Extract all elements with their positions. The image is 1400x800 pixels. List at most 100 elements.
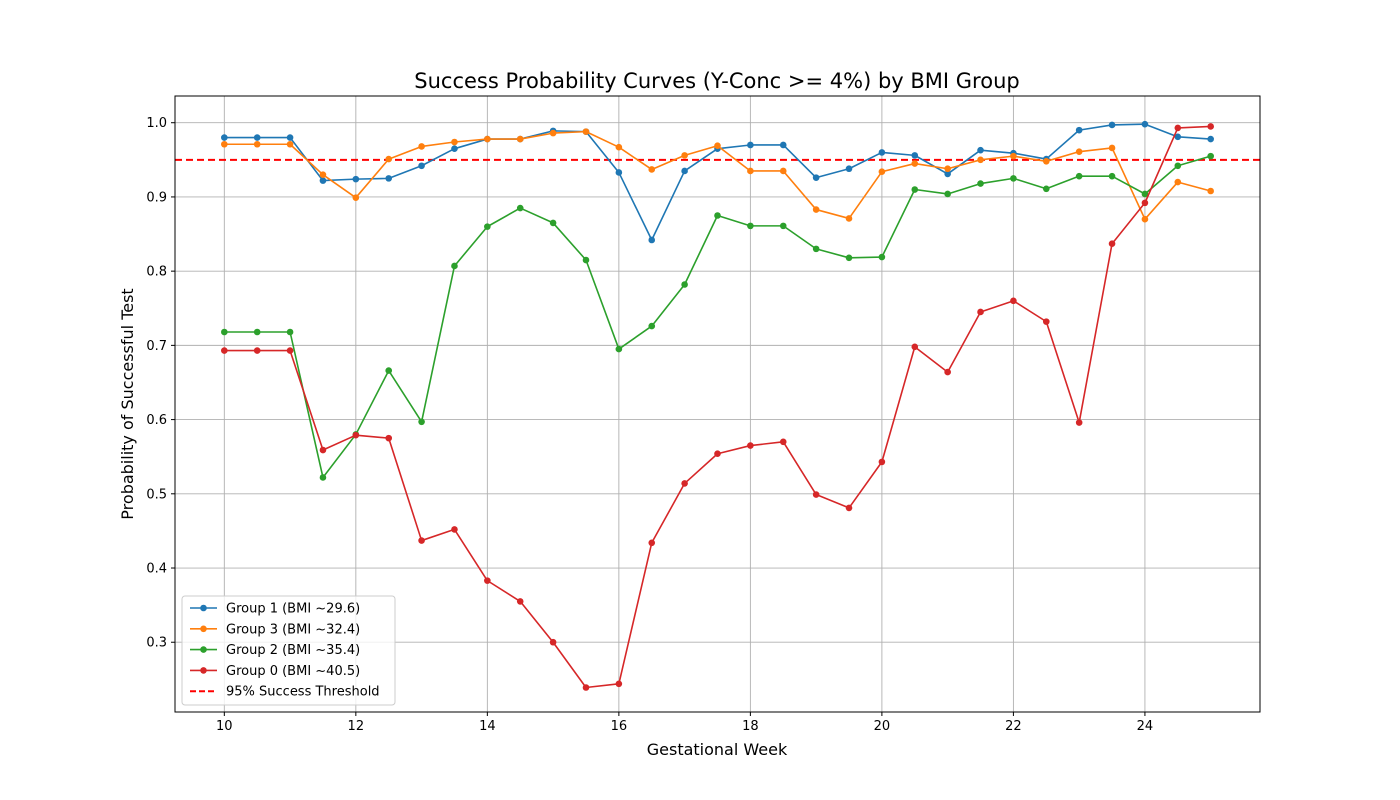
data-point	[977, 308, 984, 316]
data-point	[878, 149, 886, 156]
series-layer	[221, 120, 1214, 691]
data-point	[582, 128, 590, 135]
data-point	[1108, 144, 1116, 152]
data-point	[1207, 152, 1214, 160]
data-point	[484, 577, 491, 584]
x-tick-label: 20	[874, 719, 891, 734]
legend-label: Group 2 (BMI ~35.4)	[226, 643, 360, 658]
data-point	[648, 166, 656, 173]
y-tick-label: 0.9	[146, 190, 167, 205]
data-point	[549, 129, 557, 137]
data-point	[352, 194, 360, 201]
data-point	[253, 134, 261, 141]
data-point	[319, 474, 327, 481]
x-axis-label: Gestational Week	[647, 740, 788, 759]
data-point	[1010, 175, 1017, 182]
data-point	[516, 204, 524, 212]
data-point	[779, 438, 787, 446]
data-point	[221, 134, 228, 141]
data-point	[944, 368, 951, 376]
data-point	[747, 167, 754, 175]
legend-label: Group 0 (BMI ~40.5)	[226, 664, 360, 679]
data-point	[451, 526, 458, 533]
ticks: 10 12 14 16 18 20 22 24 0.3 0.4 0.5 0.6 0.7 0.8 0.9 1.0	[146, 116, 1153, 734]
x-tick-label: 22	[1005, 719, 1022, 734]
data-point	[648, 322, 656, 330]
legend-label: 95% Success Threshold	[226, 685, 380, 700]
x-tick-label: 10	[216, 719, 233, 734]
legend-item: Group 1 (BMI ~29.6)	[190, 602, 360, 617]
data-point	[286, 347, 294, 354]
chart-title: Success Probability Curves (Y-Conc >= 4%…	[414, 69, 1019, 93]
legend-label: Group 1 (BMI ~29.6)	[226, 602, 360, 617]
data-point	[484, 135, 491, 143]
data-point	[615, 143, 623, 151]
data-point	[615, 345, 623, 353]
data-point	[1042, 185, 1050, 193]
legend: Group 1 (BMI ~29.6) Group 3 (BMI ~32.4) Gr…	[181, 595, 396, 706]
legend-box	[181, 595, 396, 706]
y-tick-label: 1.0	[146, 116, 167, 131]
x-tick-label: 24	[1137, 719, 1154, 734]
data-point	[418, 418, 425, 426]
data-point	[911, 186, 919, 193]
data-point	[812, 245, 820, 253]
data-point	[681, 480, 688, 487]
data-point	[878, 253, 886, 261]
data-point	[385, 367, 393, 374]
x-tick-label: 12	[348, 719, 365, 734]
x-tick-label: 16	[611, 719, 628, 734]
data-point	[1174, 162, 1182, 170]
data-point	[319, 446, 327, 454]
data-point	[451, 145, 458, 152]
data-point	[253, 328, 261, 336]
data-point	[878, 458, 886, 466]
data-point	[516, 598, 524, 605]
y-tick-label: 0.7	[146, 339, 167, 354]
plot-frame	[174, 95, 1261, 713]
data-point	[977, 146, 984, 154]
legend-item: 95% Success Threshold	[190, 685, 380, 700]
data-point	[779, 141, 787, 149]
data-point	[549, 219, 557, 227]
y-tick-label: 0.5	[146, 487, 167, 502]
data-point	[484, 223, 491, 230]
data-point	[944, 165, 951, 173]
data-point	[845, 215, 853, 222]
data-point	[747, 141, 754, 149]
legend-item: Group 2 (BMI ~35.4)	[190, 643, 360, 658]
data-point	[615, 680, 623, 688]
data-point	[1174, 178, 1182, 186]
data-point	[648, 539, 656, 547]
y-tick-label: 0.4	[146, 562, 167, 577]
data-point	[1141, 199, 1149, 207]
data-point	[1174, 124, 1182, 132]
data-point	[385, 155, 393, 163]
data-point	[1207, 123, 1214, 130]
data-point	[812, 206, 820, 213]
data-point	[944, 170, 951, 178]
data-point	[977, 180, 984, 187]
data-point	[648, 236, 656, 244]
data-point	[1108, 121, 1116, 129]
data-point	[845, 504, 853, 512]
data-point	[714, 212, 721, 219]
data-point	[1075, 148, 1083, 155]
y-tick-label: 0.3	[146, 636, 167, 651]
y-tick-label: 0.6	[146, 413, 167, 428]
legend-label: Group 3 (BMI ~32.4)	[226, 622, 360, 637]
data-point	[1075, 419, 1083, 426]
data-point	[221, 328, 228, 336]
data-point	[911, 343, 919, 351]
data-point	[944, 190, 951, 198]
data-point	[977, 156, 984, 164]
data-point	[779, 167, 787, 175]
data-point	[253, 347, 261, 354]
data-point	[385, 175, 393, 182]
data-point	[286, 140, 294, 148]
data-point	[1207, 187, 1214, 195]
data-point	[352, 175, 360, 183]
data-point	[1141, 120, 1149, 128]
x-tick-label: 18	[742, 719, 759, 734]
